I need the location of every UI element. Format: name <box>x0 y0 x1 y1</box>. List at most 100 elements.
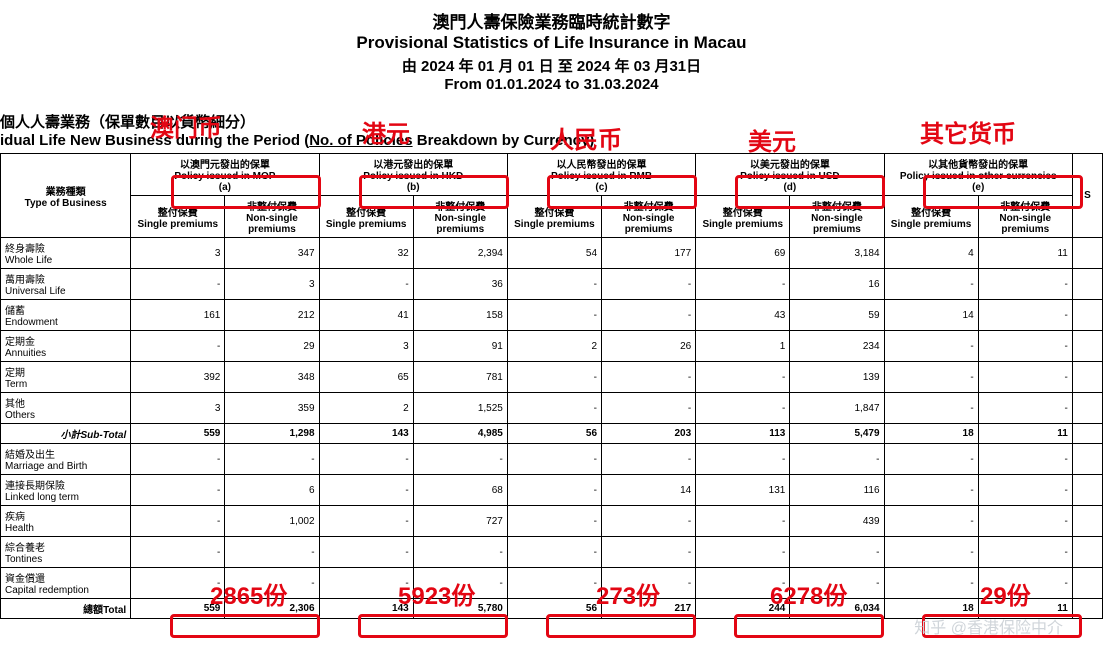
cell-value: - <box>790 444 884 475</box>
cell-value: - <box>884 331 978 362</box>
cell-value: - <box>413 537 507 568</box>
annotation-label: 港元 <box>362 114 410 149</box>
cell-value: 158 <box>413 300 507 331</box>
cell-value: 2 <box>319 393 413 424</box>
cell-value: 14 <box>602 475 696 506</box>
annotation-box <box>923 175 1083 209</box>
cell-value: - <box>602 444 696 475</box>
cell-value: 43 <box>696 300 790 331</box>
cell-value: - <box>884 537 978 568</box>
cell-value: 139 <box>790 362 884 393</box>
cell-value: - <box>602 537 696 568</box>
cell-value: 1,298 <box>225 424 319 444</box>
table-row: 連接長期保險Linked long term-6-68-14131116-- <box>1 475 1103 506</box>
row-label: 資金償還Capital redemption <box>1 568 131 599</box>
table-row: 綜合養老Tontines---------- <box>1 537 1103 568</box>
cell-value: 1,525 <box>413 393 507 424</box>
cell-extra <box>1072 424 1102 444</box>
cell-extra <box>1072 269 1102 300</box>
cell-value: - <box>696 444 790 475</box>
annotation-box <box>358 614 508 638</box>
cell-value: - <box>507 393 601 424</box>
cell-value: 5,479 <box>790 424 884 444</box>
cell-value: - <box>131 506 225 537</box>
row-label: 結婚及出生Marriage and Birth <box>1 444 131 475</box>
cell-value: - <box>884 568 978 599</box>
period-zh: 由 2024 年 01 月 01 日 至 2024 年 03 月31日 <box>0 55 1103 76</box>
cell-value: - <box>884 444 978 475</box>
cell-value: - <box>413 444 507 475</box>
cell-value: - <box>507 269 601 300</box>
cell-value: - <box>131 475 225 506</box>
cell-value: 3 <box>319 331 413 362</box>
row-label: 疾病Health <box>1 506 131 537</box>
cell-value: 16 <box>790 269 884 300</box>
cell-value: - <box>884 475 978 506</box>
row-label: 萬用壽險Universal Life <box>1 269 131 300</box>
statistics-table: 業務種類 Type of Business 以澳門元發出的保單 Policy i… <box>0 153 1103 619</box>
cell-value: 54 <box>507 238 601 269</box>
annotation-label: 2865份 <box>210 576 287 611</box>
cell-value: 4,985 <box>413 424 507 444</box>
cell-value: - <box>696 393 790 424</box>
cell-value: - <box>978 300 1072 331</box>
cell-value: - <box>507 537 601 568</box>
cell-value: - <box>696 537 790 568</box>
cell-value: - <box>602 300 696 331</box>
cell-value: 2 <box>507 331 601 362</box>
cell-extra <box>1072 475 1102 506</box>
cell-value: - <box>131 269 225 300</box>
cell-value: 65 <box>319 362 413 393</box>
cell-value: - <box>507 475 601 506</box>
cell-value: - <box>978 269 1072 300</box>
annotation-label: 273份 <box>596 576 660 611</box>
cell-value: 29 <box>225 331 319 362</box>
row-label: 其他Others <box>1 393 131 424</box>
cell-value: 143 <box>319 424 413 444</box>
cell-value: 177 <box>602 238 696 269</box>
annotation-label: 5923份 <box>398 576 475 611</box>
annotation-box <box>171 175 321 209</box>
row-label: 儲蓄Endowment <box>1 300 131 331</box>
cell-value: - <box>978 444 1072 475</box>
cell-value: 3 <box>131 393 225 424</box>
cell-value: - <box>131 331 225 362</box>
title-en: Provisional Statistics of Life Insurance… <box>0 33 1103 53</box>
cell-value: - <box>319 475 413 506</box>
cell-value: - <box>978 362 1072 393</box>
cell-value: 161 <box>131 300 225 331</box>
cell-value: - <box>319 444 413 475</box>
table-row: 其他Others335921,525---1,847-- <box>1 393 1103 424</box>
cell-value: - <box>602 393 696 424</box>
cell-value: - <box>507 444 601 475</box>
cell-value: 727 <box>413 506 507 537</box>
cell-value: 4 <box>884 238 978 269</box>
annotation-label: 6278份 <box>770 576 847 611</box>
cell-value: - <box>696 506 790 537</box>
cell-value: 36 <box>413 269 507 300</box>
table-row: 萬用壽險Universal Life-3-36---16-- <box>1 269 1103 300</box>
cell-value: 359 <box>225 393 319 424</box>
cell-value: 3 <box>225 269 319 300</box>
cell-value: - <box>507 362 601 393</box>
cell-value: 69 <box>696 238 790 269</box>
annotation-label: 人民币 <box>550 120 622 155</box>
cell-value: 26 <box>602 331 696 362</box>
cell-value: 348 <box>225 362 319 393</box>
cell-value: 781 <box>413 362 507 393</box>
annotation-label: 美元 <box>748 122 796 157</box>
cell-value: 59 <box>790 300 884 331</box>
cell-value: 203 <box>602 424 696 444</box>
cell-value: - <box>790 537 884 568</box>
annotation-box <box>359 175 509 209</box>
cell-value: - <box>884 506 978 537</box>
watermark: 知乎 @香港保险中介 <box>914 614 1063 638</box>
cell-value: - <box>978 506 1072 537</box>
cell-value: 1,847 <box>790 393 884 424</box>
annotation-box <box>170 614 320 638</box>
table-row: 終身壽險Whole Life3347322,39454177693,184411 <box>1 238 1103 269</box>
table-row: 定期金Annuities-293912261234-- <box>1 331 1103 362</box>
cell-value: 2,394 <box>413 238 507 269</box>
annotation-box <box>734 614 884 638</box>
cell-value: - <box>978 475 1072 506</box>
